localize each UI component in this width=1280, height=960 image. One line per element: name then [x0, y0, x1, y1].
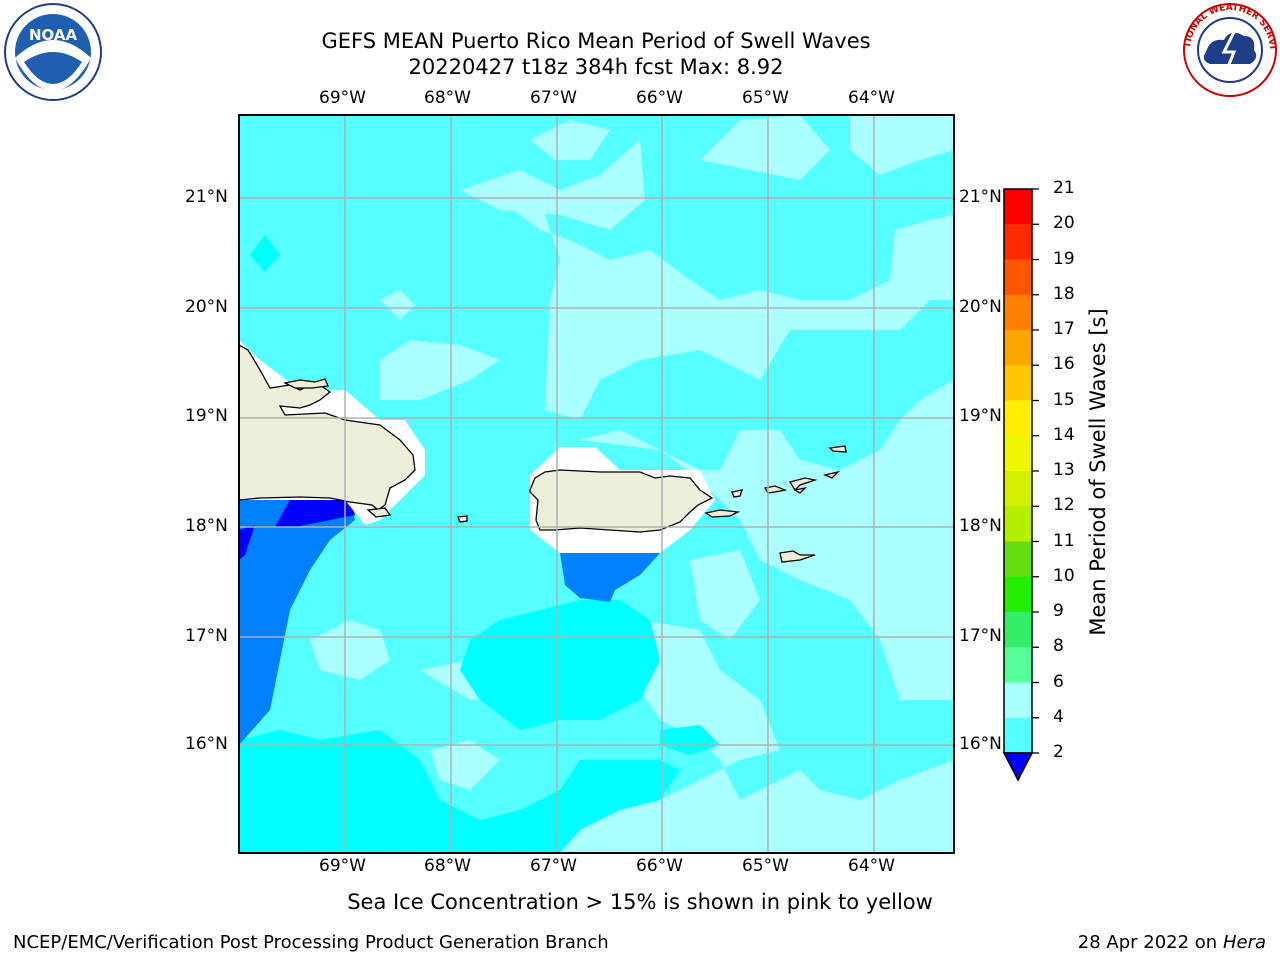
lon-label: 68°W	[424, 88, 471, 108]
chart-title: GEFS MEAN Puerto Rico Mean Period of Swe…	[321, 29, 871, 53]
puerto-rico-land	[529, 469, 714, 533]
colorbar-tick-label: 9	[1053, 601, 1064, 621]
footer-branch: NCEP/EMC/Verification Post Processing Pr…	[13, 932, 609, 953]
colorbar-tick-label: 4	[1053, 706, 1064, 727]
lon-label: 64°W	[848, 88, 895, 108]
lon-label: 65°W	[742, 856, 789, 876]
colorbar-tick-label: 20	[1053, 213, 1075, 234]
colorbar	[1002, 188, 1039, 782]
lon-label: 69°W	[319, 856, 366, 876]
colorbar-segment	[1004, 330, 1032, 366]
lon-label: 65°W	[742, 88, 789, 108]
colorbar-under-arrow	[1002, 752, 1034, 782]
colorbar-segment	[1004, 541, 1032, 578]
colorbar-tick-label: 6	[1053, 671, 1064, 692]
colorbar-tick-label: 11	[1053, 530, 1075, 551]
colorbar-tick-label: 16	[1053, 354, 1075, 375]
colorbar-tick-label: 21	[1053, 178, 1075, 198]
lat-label: 20°N	[959, 297, 1002, 317]
colorbar-tick-label: 17	[1053, 319, 1075, 339]
noaa-logo-icon: NOAA	[4, 3, 102, 101]
colorbar-segment	[1004, 612, 1032, 648]
colorbar-segment	[1004, 365, 1032, 401]
lat-label: 21°N	[959, 187, 1002, 207]
lon-label: 68°W	[424, 856, 471, 876]
lat-label: 17°N	[185, 626, 228, 646]
colorbar-segment	[1004, 259, 1032, 296]
colorbar-tick-label: 2	[1053, 742, 1064, 762]
map-frame	[238, 114, 955, 854]
lon-label: 67°W	[530, 856, 577, 876]
colorbar-segment	[1004, 682, 1032, 719]
colorbar-segment	[1004, 294, 1032, 331]
lon-label: 64°W	[848, 856, 895, 876]
cyan-swell-patches	[239, 235, 720, 853]
colorbar-tick-label: 13	[1053, 460, 1075, 480]
colorbar-tick-label: 18	[1053, 283, 1075, 304]
colorbar-segment	[1004, 471, 1032, 507]
lat-label: 21°N	[185, 187, 228, 207]
colorbar-tick-label: 8	[1053, 636, 1064, 657]
colorbar-segment	[1004, 435, 1032, 472]
colorbar-segment	[1004, 647, 1032, 683]
colorbar-segment	[1004, 576, 1032, 613]
footer-machine: Hera	[1222, 932, 1266, 953]
lon-label: 69°W	[319, 88, 366, 108]
svg-text:NOAA: NOAA	[29, 26, 78, 44]
lat-label: 16°N	[959, 734, 1002, 754]
blue-swell-patches	[239, 500, 660, 745]
lon-label: 67°W	[530, 88, 577, 108]
lat-label: 18°N	[185, 516, 228, 536]
lon-label: 66°W	[636, 856, 683, 876]
lat-label: 19°N	[959, 406, 1002, 426]
sea-ice-caption: Sea Ice Concentration > 15% is shown in …	[347, 890, 933, 914]
lat-label: 19°N	[185, 406, 228, 426]
graticule	[239, 115, 954, 853]
colorbar-tick-label: 19	[1053, 248, 1075, 269]
chart-subtitle: 20220427 t18z 384h fcst Max: 8.92	[408, 55, 784, 79]
colorbar-segment	[1004, 400, 1032, 437]
deep-blue-swell-patches	[239, 500, 355, 560]
footer-date: 28 Apr 2022 on Hera	[1078, 932, 1266, 953]
colorbar-label: Mean Period of Swell Waves [s]	[1086, 308, 1110, 636]
colorbar-tick-label: 12	[1053, 495, 1075, 516]
colorbar-tick-label: 10	[1053, 565, 1075, 586]
land-masses	[239, 344, 847, 563]
nws-logo-icon: NATIONAL WEATHER SERVICE	[1180, 2, 1277, 97]
lon-label: 66°W	[636, 88, 683, 108]
colorbar-segment	[1004, 506, 1032, 542]
lat-label: 18°N	[959, 516, 1002, 536]
lat-label: 16°N	[185, 734, 228, 754]
colorbar-segment	[1004, 717, 1032, 754]
footer-date-text: 28 Apr 2022 on	[1077, 932, 1223, 953]
lat-label: 20°N	[185, 297, 228, 317]
colorbar-segment	[1004, 224, 1032, 260]
lat-label: 17°N	[959, 626, 1002, 646]
colorbar-tick-label: 14	[1053, 424, 1075, 445]
colorbar-segment	[1004, 189, 1032, 225]
colorbar-tick-label: 15	[1053, 389, 1075, 410]
